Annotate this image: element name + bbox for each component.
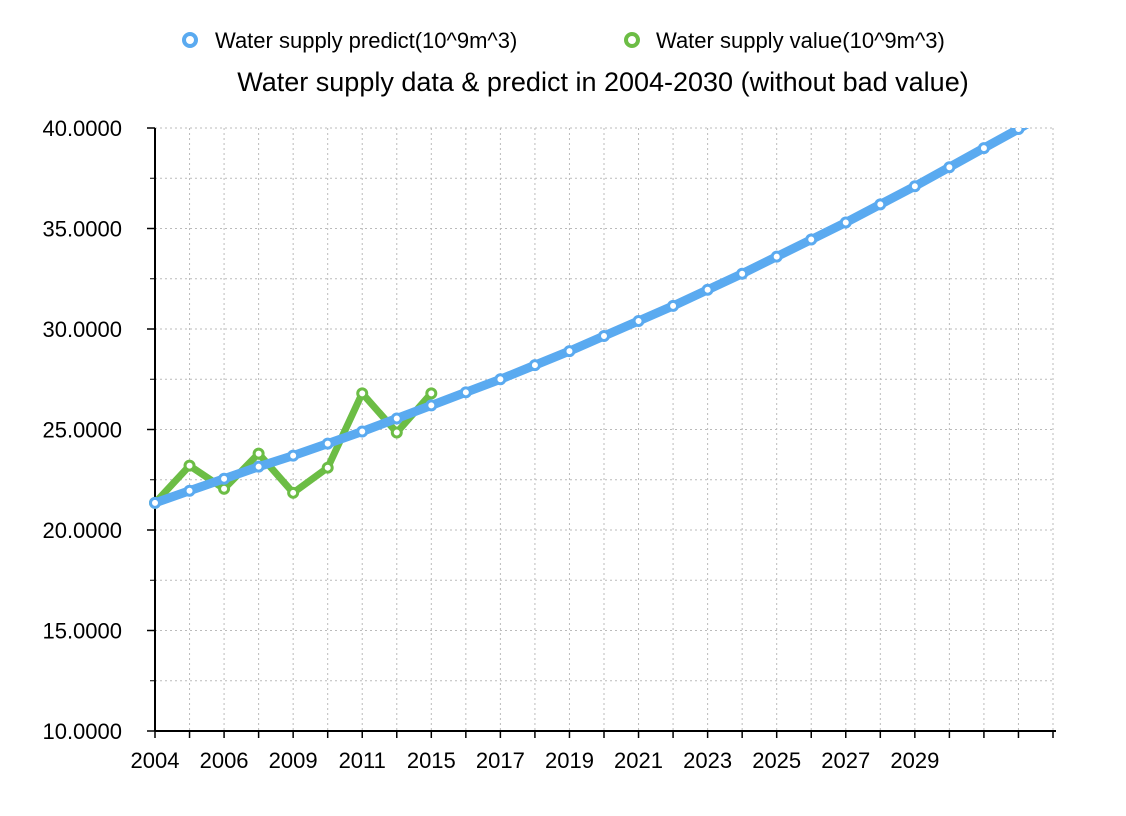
legend: Water supply predict(10^9m^3) Water supp… [182, 28, 945, 53]
legend-marker-value [624, 32, 640, 48]
data-point[interactable] [908, 180, 921, 193]
data-point[interactable] [839, 216, 852, 229]
legend-label-predict: Water supply predict(10^9m^3) [215, 28, 517, 53]
data-point[interactable] [1049, 104, 1058, 113]
x-tick-label: 2027 [821, 748, 870, 773]
x-axis-ticks: 2004 2006 2009 2011 2015 2017 2019 2021 2023 2025… [131, 731, 1054, 773]
data-point[interactable] [218, 482, 231, 495]
data-point[interactable] [874, 198, 887, 211]
data-point[interactable] [977, 142, 990, 155]
x-tick-label: 2009 [269, 748, 318, 773]
x-tick-label: 2015 [407, 748, 456, 773]
grid [155, 127, 1054, 731]
legend-item-predict[interactable]: Water supply predict(10^9m^3) [182, 28, 517, 53]
x-tick-label: 2006 [200, 748, 249, 773]
data-point[interactable] [390, 412, 403, 425]
chart-title: Water supply data & predict in 2004-2030… [237, 67, 968, 97]
legend-label-value: Water supply value(10^9m^3) [656, 28, 945, 53]
x-tick-label: 2021 [614, 748, 663, 773]
data-point[interactable] [252, 460, 265, 473]
y-tick-label: 25.0000 [42, 418, 122, 443]
data-point[interactable] [425, 399, 438, 412]
x-tick-label: 2017 [476, 748, 525, 773]
data-point[interactable] [943, 161, 956, 174]
data-point[interactable] [701, 283, 714, 296]
series-0 [149, 104, 1058, 509]
data-point[interactable] [183, 459, 196, 472]
y-tick-label: 20.0000 [42, 518, 122, 543]
y-tick-label: 30.0000 [42, 317, 122, 342]
x-tick-label: 2004 [131, 748, 180, 773]
data-point[interactable] [632, 314, 645, 327]
data-point[interactable] [770, 250, 783, 263]
data-point[interactable] [805, 233, 818, 246]
y-tick-label: 10.0000 [42, 719, 122, 744]
data-point[interactable] [321, 461, 334, 474]
x-tick-label: 2025 [752, 748, 801, 773]
data-point[interactable] [356, 387, 369, 400]
y-tick-label: 15.0000 [42, 619, 122, 644]
data-point[interactable] [563, 345, 576, 358]
x-tick-label: 2019 [545, 748, 594, 773]
data-point[interactable] [736, 267, 749, 280]
data-point[interactable] [252, 447, 265, 460]
data-point[interactable] [425, 387, 438, 400]
data-point[interactable] [149, 496, 161, 509]
y-tick-label: 40.0000 [42, 116, 122, 141]
legend-marker-predict [182, 32, 198, 48]
x-tick-label: 2011 [339, 748, 386, 773]
data-point[interactable] [287, 449, 300, 462]
data-point[interactable] [494, 373, 507, 386]
x-tick-label: 2023 [683, 748, 732, 773]
data-point[interactable] [390, 426, 403, 439]
x-tick-label: 2029 [890, 748, 939, 773]
data-point[interactable] [459, 386, 472, 399]
y-tick-label: 35.0000 [42, 217, 122, 242]
data-point[interactable] [356, 425, 369, 438]
data-point[interactable] [218, 472, 231, 485]
legend-item-value[interactable]: Water supply value(10^9m^3) [624, 28, 945, 53]
data-point[interactable] [321, 437, 334, 450]
data-point[interactable] [528, 359, 541, 372]
data-point[interactable] [183, 484, 196, 497]
data-point[interactable] [598, 330, 610, 343]
data-point[interactable] [287, 486, 300, 499]
y-axis-ticks: 10.0000 15.0000 20.0000 25.0000 30.0000 35.00… [42, 116, 155, 744]
series-layer [149, 104, 1058, 509]
data-point[interactable] [667, 299, 680, 312]
data-point[interactable] [1012, 125, 1025, 136]
